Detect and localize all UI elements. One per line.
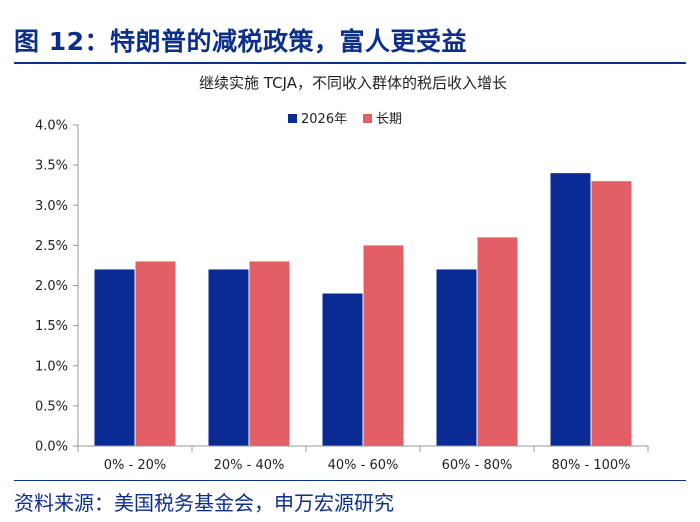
figure-title: 图 12：特朗普的减税政策，富人更受益: [14, 27, 467, 56]
bar-series-1: [436, 269, 477, 446]
bars: [94, 173, 632, 447]
x-axis: 0% - 20% 20% - 40% 40% - 60% 60% - 80% 80% -…: [77, 445, 649, 473]
y-axis: 0.0% 0.5% 1.0% 1.5% 2.0% 2.5% 3.0% 3.5% 4.0%: [35, 119, 79, 455]
source-divider: [14, 480, 686, 481]
legend-swatch: [288, 114, 297, 123]
bar-series-2: [591, 181, 632, 447]
y-tick-label: 3.5%: [35, 159, 68, 174]
x-tick-label: 20% - 40%: [214, 458, 285, 473]
x-tick-label: 60% - 80%: [442, 458, 513, 473]
y-tick-label: 2.5%: [35, 239, 68, 254]
bar-series-1: [322, 293, 363, 446]
chart-title: 继续实施 TCJA，不同收入群体的税后收入增长: [199, 74, 507, 92]
y-tick-label: 1.5%: [35, 319, 68, 334]
title-divider: [14, 62, 686, 64]
x-tick-label: 80% - 100%: [551, 458, 630, 473]
y-tick-label: 3.0%: [35, 199, 68, 214]
bar-series-2: [135, 261, 176, 446]
legend-label: 长期: [376, 112, 402, 127]
bar-series-1: [550, 173, 591, 446]
source-note: 资料来源：美国税务基金会，申万宏源研究: [14, 491, 394, 515]
y-tick-label: 2.0%: [35, 279, 68, 294]
legend-label: 2026年: [301, 112, 347, 127]
legend: 2026年 长期: [288, 112, 402, 127]
x-tick-label: 40% - 60%: [328, 458, 399, 473]
bar-series-1: [208, 269, 249, 446]
y-tick-label: 1.0%: [35, 359, 68, 374]
y-tick-label: 0.0%: [35, 440, 68, 455]
bar-series-1: [94, 269, 135, 446]
bar-chart: 继续实施 TCJA，不同收入群体的税后收入增长 2026年 长期 0.0% 0.5%…: [35, 74, 649, 473]
y-tick-label: 0.5%: [35, 399, 68, 414]
bar-series-2: [249, 261, 290, 446]
legend-swatch: [363, 114, 372, 123]
bar-series-2: [477, 237, 518, 446]
y-tick-label: 4.0%: [35, 119, 68, 134]
x-tick-label: 0% - 20%: [104, 458, 166, 473]
bar-series-2: [363, 245, 404, 446]
